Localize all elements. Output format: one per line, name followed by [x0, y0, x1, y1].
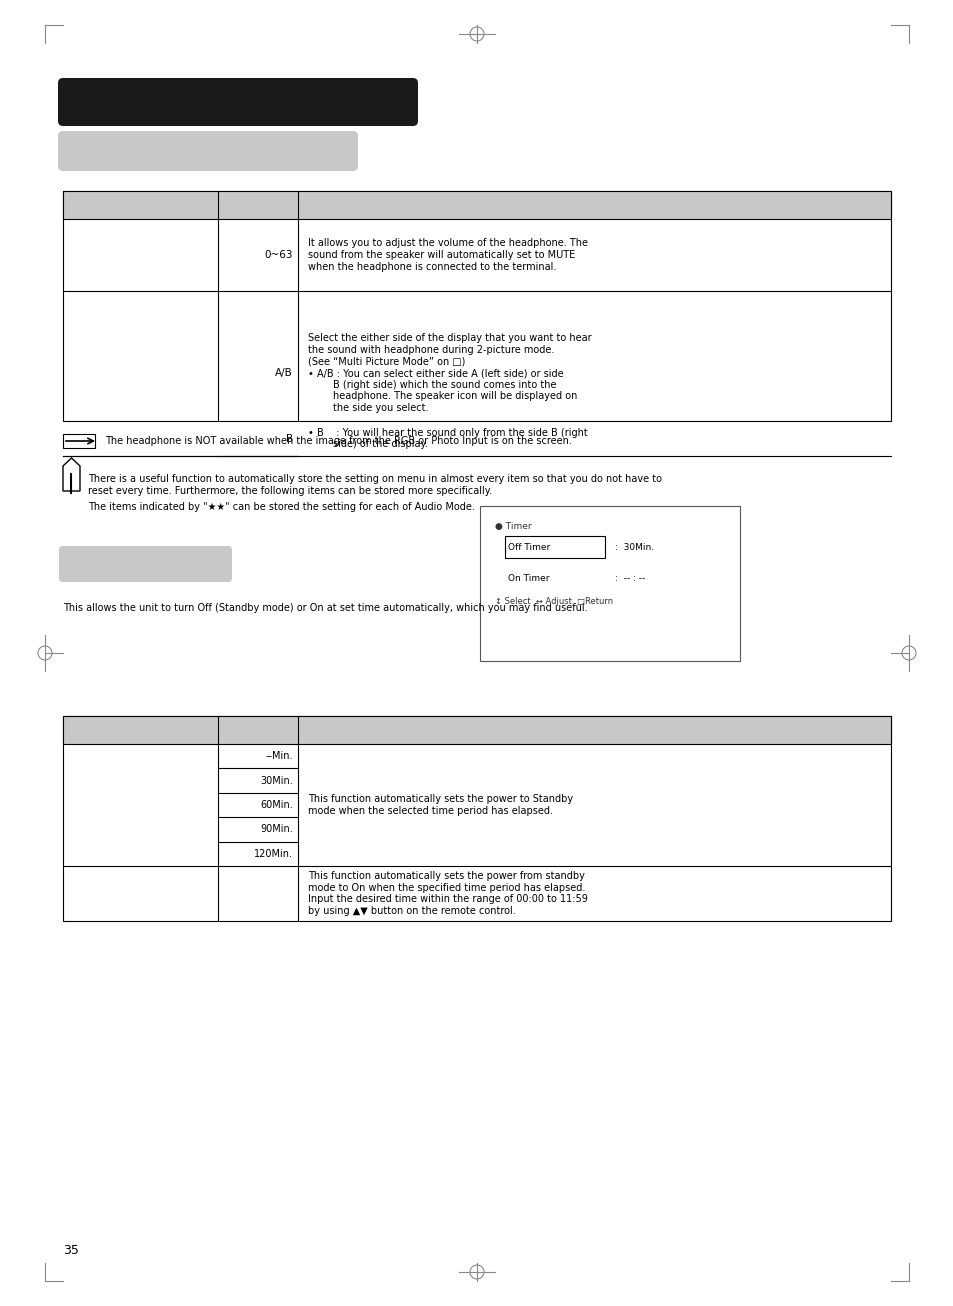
Text: :  -- : --: : -- : -- [615, 573, 644, 582]
Text: ↕ Select  ↔ Adjust  □Return: ↕ Select ↔ Adjust □Return [495, 597, 613, 606]
Text: 60Min.: 60Min. [260, 801, 293, 810]
Text: On Timer: On Timer [507, 573, 549, 582]
Text: • B    : You will hear the sound only from the side B (right
        side) of th: • B : You will hear the sound only from … [308, 427, 587, 449]
Bar [63, 191, 890, 219]
Text: 90Min.: 90Min. [260, 824, 293, 835]
Text: Off Timer: Off Timer [507, 542, 550, 551]
Text: Select the either side of the display that you want to hear
the sound with headp: Select the either side of the display th… [308, 333, 591, 413]
Text: 120Min.: 120Min. [253, 849, 293, 859]
Text: :  30Min.: : 30Min. [615, 542, 654, 551]
Text: B: B [286, 434, 293, 444]
FancyBboxPatch shape [58, 131, 357, 171]
Text: This allows the unit to turn Off (Standby mode) or On at set time automatically,: This allows the unit to turn Off (Standb… [63, 603, 587, 613]
FancyBboxPatch shape [58, 78, 417, 125]
Text: 35: 35 [63, 1245, 79, 1258]
FancyBboxPatch shape [59, 546, 232, 582]
Bar [63, 716, 890, 921]
Text: There is a useful function to automatically store the setting on menu in almost : There is a useful function to automatica… [88, 474, 661, 495]
Bar [63, 434, 95, 448]
Bar [63, 191, 890, 421]
Text: The headphone is NOT available when the image from the RGB or Photo Input is on : The headphone is NOT available when the … [105, 436, 571, 447]
Text: A/B: A/B [275, 368, 293, 377]
Text: This function automatically sets the power from standby
mode to On when the spec: This function automatically sets the pow… [308, 871, 587, 916]
Text: The items indicated by "★★" can be stored the setting for each of Audio Mode.: The items indicated by "★★" can be store… [88, 502, 475, 512]
Text: This function automatically sets the power to Standby
mode when the selected tim: This function automatically sets the pow… [308, 794, 573, 816]
Text: It allows you to adjust the volume of the headphone. The
sound from the speaker : It allows you to adjust the volume of th… [308, 239, 587, 272]
Text: --Min.: --Min. [265, 751, 293, 761]
Bar [63, 716, 890, 744]
Text: ● Timer: ● Timer [495, 521, 531, 530]
Bar [504, 535, 604, 558]
Text: 30Min.: 30Min. [260, 776, 293, 786]
Text: 0~63: 0~63 [264, 249, 293, 260]
Bar [479, 505, 740, 661]
